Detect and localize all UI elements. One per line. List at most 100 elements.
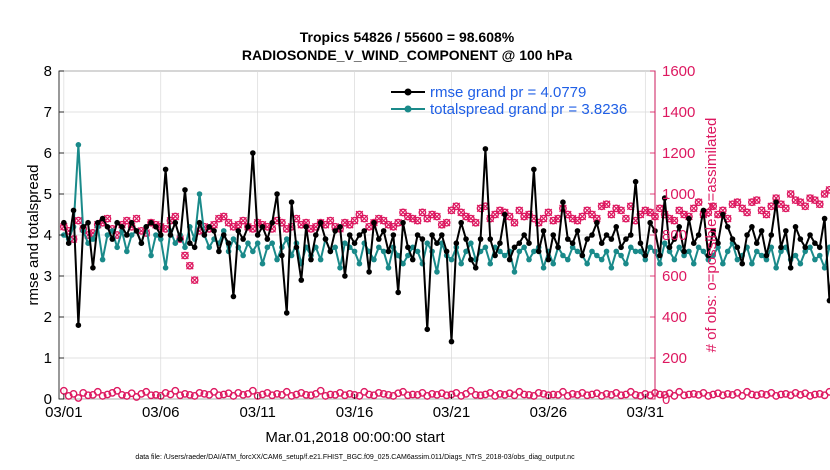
obs-possible-point — [394, 389, 403, 398]
legend-spread-label: totalspread grand pr = 3.8236 — [430, 101, 627, 118]
obs-assimilated-point — [433, 212, 441, 221]
rmse-point — [448, 338, 455, 345]
rmse-point — [535, 248, 542, 255]
rmse-point — [555, 244, 561, 251]
rmse-point — [657, 252, 663, 259]
obs-possible-point — [185, 390, 194, 399]
obs-assimilated-point — [515, 206, 524, 215]
totalspread-point — [240, 252, 246, 259]
rmse-point — [506, 256, 513, 263]
obs-possible-point — [408, 390, 417, 399]
totalspread-point — [114, 244, 120, 251]
obs-assimilated-point — [539, 214, 548, 223]
rmse-point — [332, 228, 338, 234]
obs-possible-point — [166, 390, 175, 399]
y-right-tick-label: 800 — [662, 227, 687, 244]
obs-possible-point — [355, 392, 364, 400]
rmse-point — [637, 240, 644, 246]
gridlines — [59, 70, 655, 400]
totalspread-point — [356, 260, 363, 267]
rmse-point — [540, 228, 547, 234]
totalspread-point — [598, 256, 605, 263]
obs-possible-point — [74, 394, 83, 402]
obs-possible-point — [602, 389, 611, 398]
obs-possible-point — [757, 389, 766, 398]
rmse-point — [288, 199, 295, 205]
totalspread-point — [560, 252, 566, 259]
rmse-point — [356, 232, 363, 238]
obs-possible-point — [413, 390, 422, 399]
totalspread-point — [715, 244, 721, 251]
rmse-point — [148, 219, 154, 226]
obs-possible-series — [59, 386, 830, 402]
rmse-point — [409, 256, 416, 263]
rmse-point — [109, 236, 116, 242]
totalspread-point — [792, 252, 799, 259]
totalspread-point — [458, 260, 464, 267]
totalspread-point — [104, 232, 111, 238]
rmse-point — [826, 297, 830, 304]
obs-possible-point — [326, 390, 335, 399]
obs-possible-point — [268, 391, 277, 400]
obs-possible-point — [534, 388, 543, 397]
totalspread-point — [589, 248, 595, 255]
chart-title: Tropics 54826 / 55600 = 98.608% — [300, 29, 515, 45]
obs-possible-point — [171, 386, 180, 395]
totalspread-point — [196, 191, 203, 197]
totalspread-point — [482, 244, 489, 251]
totalspread-point — [206, 244, 213, 251]
totalspread-point — [797, 260, 804, 267]
obs-possible-point — [660, 390, 669, 399]
y-right-tick-label: 0 — [662, 391, 670, 408]
obs-possible-point — [215, 391, 223, 400]
obs-assimilated-point — [418, 208, 427, 217]
obs-assimilated-point — [781, 204, 790, 213]
totalspread-point — [802, 248, 809, 255]
totalspread-point — [705, 256, 712, 263]
rmse-point — [395, 289, 401, 296]
obs-possible-point — [239, 390, 248, 399]
obs-assimilated-series — [59, 186, 830, 284]
totalspread-point — [773, 265, 779, 271]
totalspread-point — [245, 240, 251, 246]
totalspread-point — [269, 240, 276, 246]
rmse-point — [763, 252, 770, 259]
rmse-point — [739, 260, 746, 267]
rmse-point — [807, 232, 813, 238]
rmse-point — [385, 248, 392, 255]
obs-assimilated-point — [622, 214, 630, 223]
totalspread-point — [661, 240, 668, 246]
rmse-point — [376, 236, 382, 242]
totalspread-point — [657, 260, 663, 267]
rmse-point — [167, 232, 174, 238]
obs-possible-point — [636, 392, 645, 400]
rmse-point — [274, 191, 280, 197]
legend-rmse-label: rmse grand pr = 4.0779 — [430, 84, 586, 101]
totalspread-point — [220, 228, 227, 234]
totalspread-point — [521, 244, 527, 251]
rmse-point — [501, 211, 508, 218]
obs-possible-point — [505, 389, 514, 398]
rmse-point — [700, 207, 707, 214]
rmse-point — [705, 252, 712, 259]
rmse-point — [623, 236, 629, 242]
obs-possible-point — [219, 390, 228, 399]
totalspread-point — [647, 244, 653, 251]
obs-possible-point — [607, 390, 616, 399]
x-tick-label: 03/26 — [530, 404, 568, 421]
rmse-point — [458, 219, 464, 226]
rmse-point — [283, 310, 290, 316]
rmse-point — [317, 219, 324, 226]
totalspread-point — [807, 244, 813, 251]
obs-possible-point — [689, 389, 698, 398]
rmse-point — [749, 224, 755, 230]
totalspread-point — [274, 256, 280, 263]
obs-possible-point — [796, 390, 805, 399]
chart-subtitle: RADIOSONDE_V_WIND_COMPONENT @ 100 hPa — [242, 47, 572, 63]
obs-possible-point — [113, 386, 122, 395]
y-right-tick-label: 1200 — [662, 145, 695, 162]
totalspread-point — [603, 248, 610, 255]
rmse-point — [390, 232, 397, 238]
totalspread-point — [637, 248, 644, 255]
totalspread-point — [342, 240, 348, 246]
